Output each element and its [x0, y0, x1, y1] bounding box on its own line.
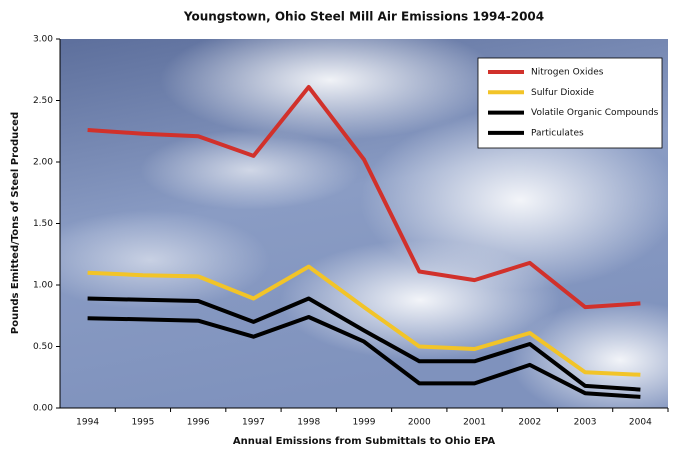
x-tick-label: 1996 [187, 418, 210, 428]
x-tick-label: 2002 [518, 418, 541, 428]
chart: Youngstown, Ohio Steel Mill Air Emission… [0, 0, 681, 450]
y-tick-label: 0.00 [33, 404, 53, 414]
x-tick-label: 1999 [353, 418, 376, 428]
x-tick-label: 2001 [463, 418, 486, 428]
y-tick-label: 2.50 [33, 96, 53, 106]
legend-label: Particulates [531, 128, 584, 138]
x-tick-label: 1995 [131, 418, 154, 428]
legend-label: Sulfur Dioxide [531, 88, 595, 98]
y-tick-label: 0.50 [33, 342, 53, 352]
y-tick-label: 2.00 [33, 158, 53, 168]
y-tick-label: 1.00 [33, 281, 53, 291]
legend-label: Nitrogen Oxides [531, 68, 604, 78]
legend-label: Volatile Organic Compounds [531, 108, 659, 118]
x-axis-title: Annual Emissions from Submittals to Ohio… [233, 436, 496, 447]
y-axis-title: Pounds Emitted/Tons of Steel Produced [10, 112, 21, 334]
x-tick-label: 1998 [297, 418, 320, 428]
chart-title: Youngstown, Ohio Steel Mill Air Emission… [183, 10, 544, 24]
x-tick-label: 2003 [574, 418, 597, 428]
y-tick-label: 3.00 [33, 35, 53, 45]
x-tick-label: 2000 [408, 418, 431, 428]
y-tick-label: 1.50 [33, 219, 53, 229]
x-tick-label: 1994 [76, 418, 99, 428]
x-tick-label: 1997 [242, 418, 265, 428]
x-tick-label: 2004 [629, 418, 652, 428]
